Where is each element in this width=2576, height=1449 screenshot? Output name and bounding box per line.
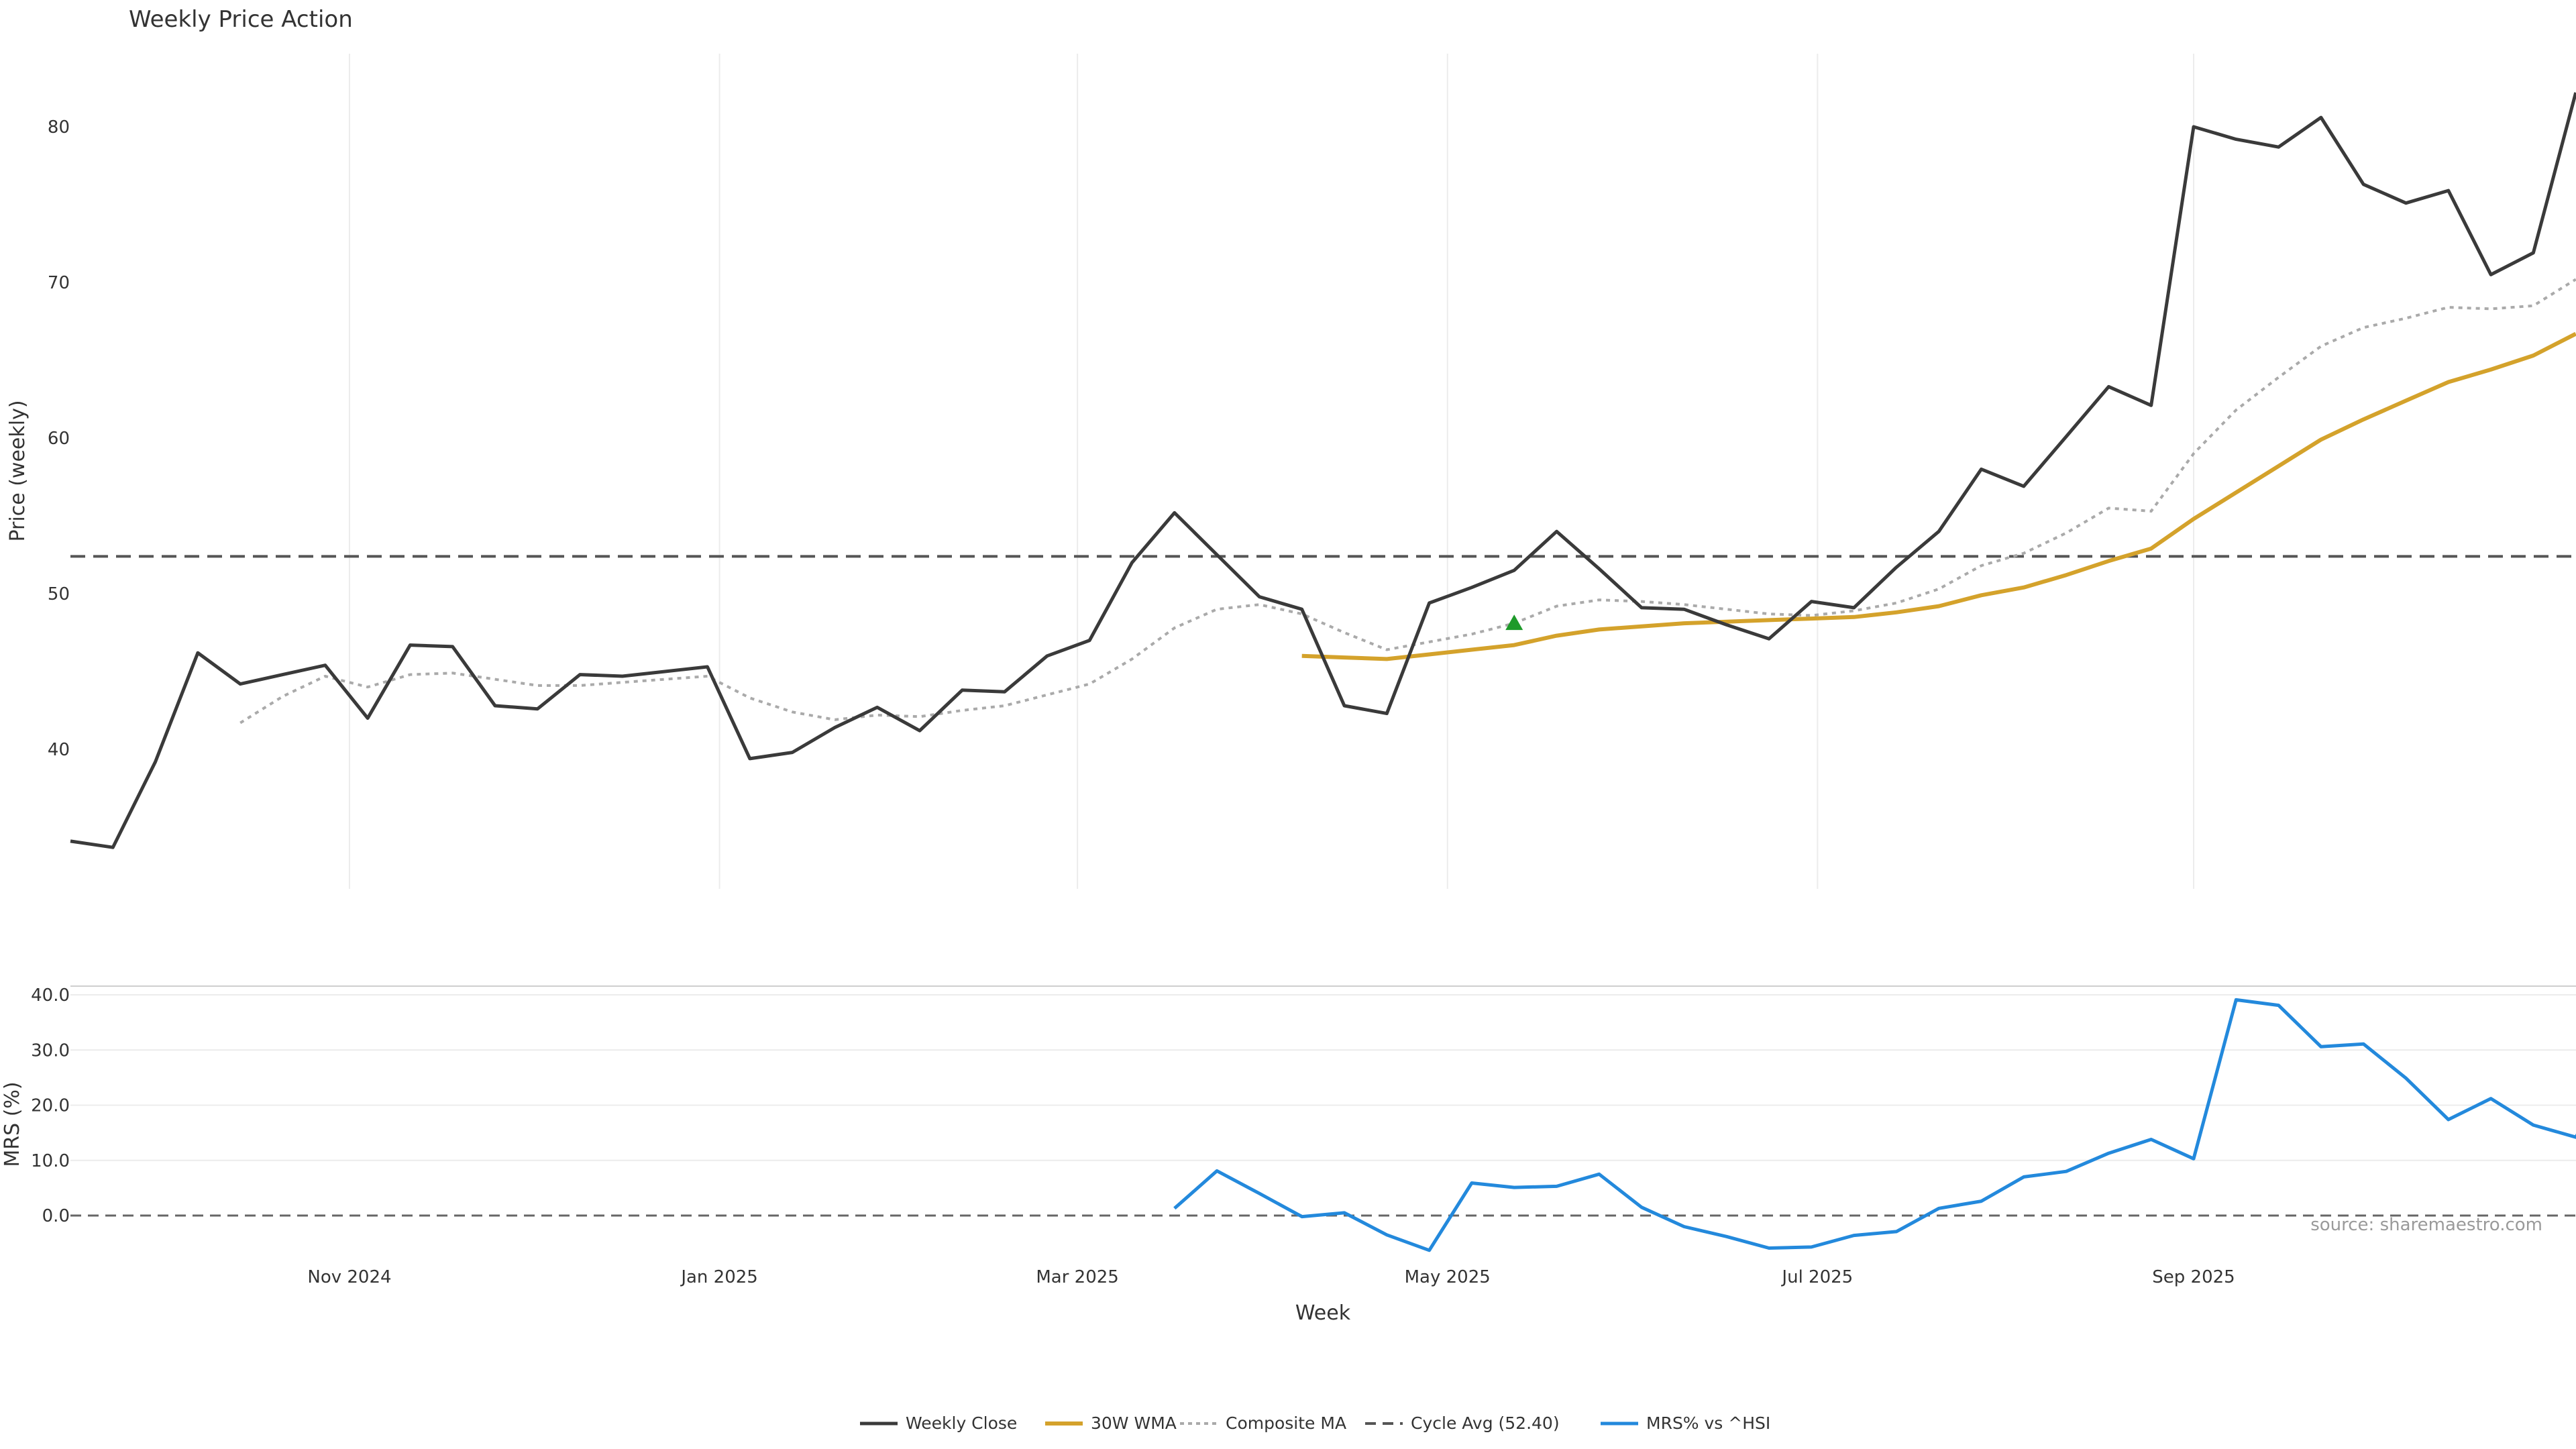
price-y-tick-label: 40	[48, 740, 70, 760]
wma-30w-line	[1301, 331, 2576, 661]
legend-item: 30W WMA	[1045, 1413, 1177, 1433]
price-y-tick-label: 70	[48, 273, 70, 293]
legend-item: Cycle Avg (52.40)	[1365, 1413, 1560, 1433]
x-tick-label: Nov 2024	[307, 1267, 391, 1287]
legend-label: MRS% vs ^HSI	[1646, 1413, 1770, 1433]
price-series	[70, 92, 2576, 849]
x-tick-label: Sep 2025	[2152, 1267, 2235, 1287]
mrs-series	[1173, 998, 2576, 1252]
mrs-y-tick-label: 0.0	[42, 1206, 70, 1226]
price-grid	[348, 54, 2194, 889]
mrs-y-tick-label: 30.0	[31, 1040, 70, 1061]
legend-item: MRS% vs ^HSI	[1601, 1413, 1770, 1433]
legend: Weekly Close 30W WMA Composite MA Cycle Avg…	[860, 1413, 1770, 1433]
price-markers	[1505, 614, 1523, 631]
mrs-y-axis-label: MRS (%)	[1, 1081, 24, 1167]
buy-signal-marker	[1505, 614, 1523, 631]
mrs-line	[1173, 998, 2576, 1252]
mrs-y-tick-label: 10.0	[31, 1151, 70, 1171]
price-y-axis-label: Price (weekly)	[6, 400, 30, 541]
x-tick-label: Mar 2025	[1036, 1267, 1119, 1287]
x-axis-ticks: Nov 2024 Jan 2025 Mar 2025 May 2025 Jul 2025…	[307, 1267, 2235, 1287]
legend-label: Composite MA	[1226, 1413, 1346, 1433]
legend-item: Weekly Close	[860, 1413, 1017, 1433]
source-annotation: source: sharemaestro.com	[2310, 1215, 2542, 1235]
x-tick-label: May 2025	[1405, 1267, 1491, 1287]
x-tick-label: Jan 2025	[680, 1267, 758, 1287]
mrs-y-ticks: 0.0 10.0 20.0 30.0 40.0	[31, 985, 70, 1226]
weekly-close-line	[70, 92, 2576, 849]
x-tick-label: Jul 2025	[1780, 1267, 1853, 1287]
mrs-y-tick-label: 40.0	[31, 985, 70, 1006]
mrs-y-tick-label: 20.0	[31, 1096, 70, 1116]
x-axis-label: Week	[1295, 1301, 1351, 1325]
chart-title: Weekly Price Action	[129, 6, 353, 33]
legend-item: Composite MA	[1180, 1413, 1346, 1433]
price-y-ticks: 40 50 60 70 80	[48, 117, 70, 760]
mrs-grid	[70, 994, 2576, 1161]
legend-label: Weekly Close	[906, 1413, 1017, 1433]
price-y-tick-label: 80	[48, 117, 70, 138]
legend-label: Cycle Avg (52.40)	[1411, 1413, 1560, 1433]
legend-label: 30W WMA	[1091, 1413, 1177, 1433]
price-y-tick-label: 60	[48, 429, 70, 449]
price-y-tick-label: 50	[48, 584, 70, 604]
